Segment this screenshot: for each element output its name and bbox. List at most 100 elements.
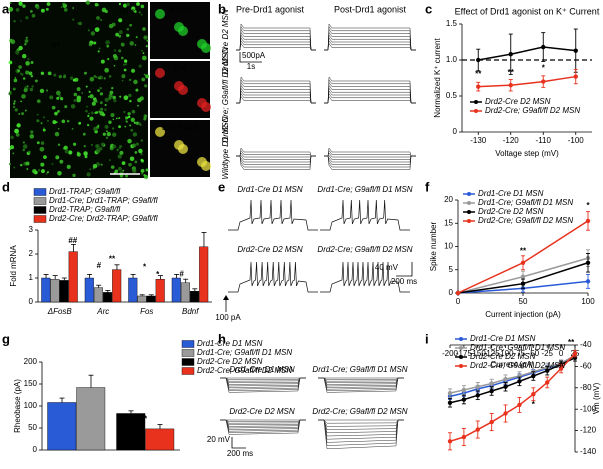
legend-label: Drd1-Cre; G9afl/fl D1 MSN bbox=[197, 348, 292, 357]
cell bbox=[143, 117, 147, 121]
cell bbox=[71, 128, 74, 130]
cell bbox=[118, 2, 122, 6]
cell bbox=[63, 145, 68, 150]
cell bbox=[15, 8, 20, 12]
cell bbox=[118, 49, 122, 53]
cell bbox=[90, 31, 95, 36]
cell bbox=[124, 125, 127, 128]
cell bbox=[31, 13, 36, 18]
cell bbox=[104, 103, 107, 107]
legend-marker bbox=[467, 201, 471, 205]
cell bbox=[29, 87, 34, 92]
cell bbox=[84, 155, 88, 159]
bar bbox=[59, 280, 69, 303]
cell bbox=[22, 53, 27, 59]
cell bbox=[77, 151, 80, 155]
legend-marker bbox=[474, 109, 478, 113]
point bbox=[461, 387, 467, 393]
x-tick-label: 0 bbox=[559, 349, 564, 358]
voltage-trace bbox=[318, 419, 404, 450]
current-trace bbox=[236, 155, 316, 160]
chart-title: Effect of Drd1 agonist on K⁺ Current bbox=[455, 6, 600, 16]
cell bbox=[53, 73, 57, 77]
cell bbox=[123, 68, 127, 72]
x-tick-label: 0 bbox=[456, 297, 461, 306]
x-tick-label: 100 bbox=[581, 297, 595, 306]
cell bbox=[112, 132, 117, 137]
x-tick-label: Fos bbox=[140, 307, 153, 316]
voltage-trace bbox=[318, 377, 404, 384]
scale-label: 200 ms bbox=[227, 449, 253, 458]
y-tick-label: 5 bbox=[449, 265, 454, 274]
point bbox=[476, 84, 481, 89]
y-tick-label: 1.5 bbox=[446, 19, 458, 28]
cell bbox=[99, 92, 104, 96]
y-axis-label: Spike number bbox=[429, 221, 438, 271]
cell bbox=[135, 142, 139, 146]
cell bbox=[76, 95, 81, 100]
cell bbox=[24, 39, 29, 43]
current-trace bbox=[324, 37, 416, 51]
legend-label: Drd1-Cre D1 MSN bbox=[478, 189, 544, 198]
legend-label: Drd2-Cre D2 MSN bbox=[478, 207, 544, 216]
cell bbox=[197, 39, 207, 49]
current-trace bbox=[236, 155, 316, 170]
bar bbox=[76, 387, 106, 451]
current-trace bbox=[324, 76, 416, 104]
cell bbox=[134, 151, 138, 154]
cell bbox=[8, 6, 14, 12]
cell bbox=[129, 23, 133, 27]
current-trace bbox=[324, 81, 416, 104]
point bbox=[531, 373, 536, 379]
point bbox=[572, 351, 578, 356]
cell bbox=[69, 76, 74, 80]
legend-marker bbox=[474, 100, 478, 104]
cell bbox=[134, 44, 137, 46]
y-tick-label: -60 bbox=[580, 362, 592, 371]
cell bbox=[26, 168, 29, 170]
cell bbox=[125, 174, 129, 178]
cell bbox=[85, 105, 88, 108]
cell bbox=[99, 86, 102, 90]
point bbox=[503, 411, 508, 416]
cell bbox=[82, 132, 86, 136]
bar bbox=[128, 277, 138, 303]
point bbox=[585, 260, 591, 265]
cell bbox=[104, 97, 109, 103]
cell bbox=[18, 1, 23, 6]
trace-label: Drd1-Cre D1 MSN bbox=[229, 365, 295, 374]
y-tick-label: 10 bbox=[444, 242, 453, 251]
cell bbox=[145, 168, 149, 172]
bar bbox=[68, 251, 78, 303]
cell bbox=[52, 120, 57, 125]
point bbox=[447, 390, 453, 396]
cell bbox=[120, 42, 125, 47]
cell bbox=[138, 122, 141, 126]
legend-label: Drd2-Cre; G9afl/fl D2 MSN bbox=[478, 216, 573, 225]
inset-label: EYFP bbox=[170, 5, 191, 14]
panel-letter: i bbox=[425, 331, 429, 346]
cell bbox=[32, 168, 37, 174]
cell bbox=[72, 173, 76, 178]
cell bbox=[84, 71, 87, 75]
x-tick-label: -75 bbox=[514, 349, 526, 358]
voltage-trace bbox=[220, 377, 306, 393]
cell bbox=[12, 105, 16, 109]
cell bbox=[13, 102, 16, 105]
voltage-trace bbox=[320, 261, 410, 293]
panel-letter: e bbox=[218, 179, 225, 194]
point bbox=[520, 260, 526, 265]
bar bbox=[103, 292, 113, 303]
cell bbox=[124, 63, 128, 66]
cell bbox=[142, 27, 146, 31]
cell bbox=[155, 127, 165, 137]
cell bbox=[108, 96, 112, 100]
cell bbox=[78, 121, 82, 125]
y-tick-label: 0 bbox=[453, 127, 458, 136]
panel-letter: c bbox=[425, 1, 432, 16]
cell bbox=[58, 74, 62, 79]
annotation: ** bbox=[475, 70, 482, 79]
bar bbox=[146, 295, 156, 303]
cell bbox=[47, 120, 49, 122]
cell bbox=[10, 39, 16, 45]
